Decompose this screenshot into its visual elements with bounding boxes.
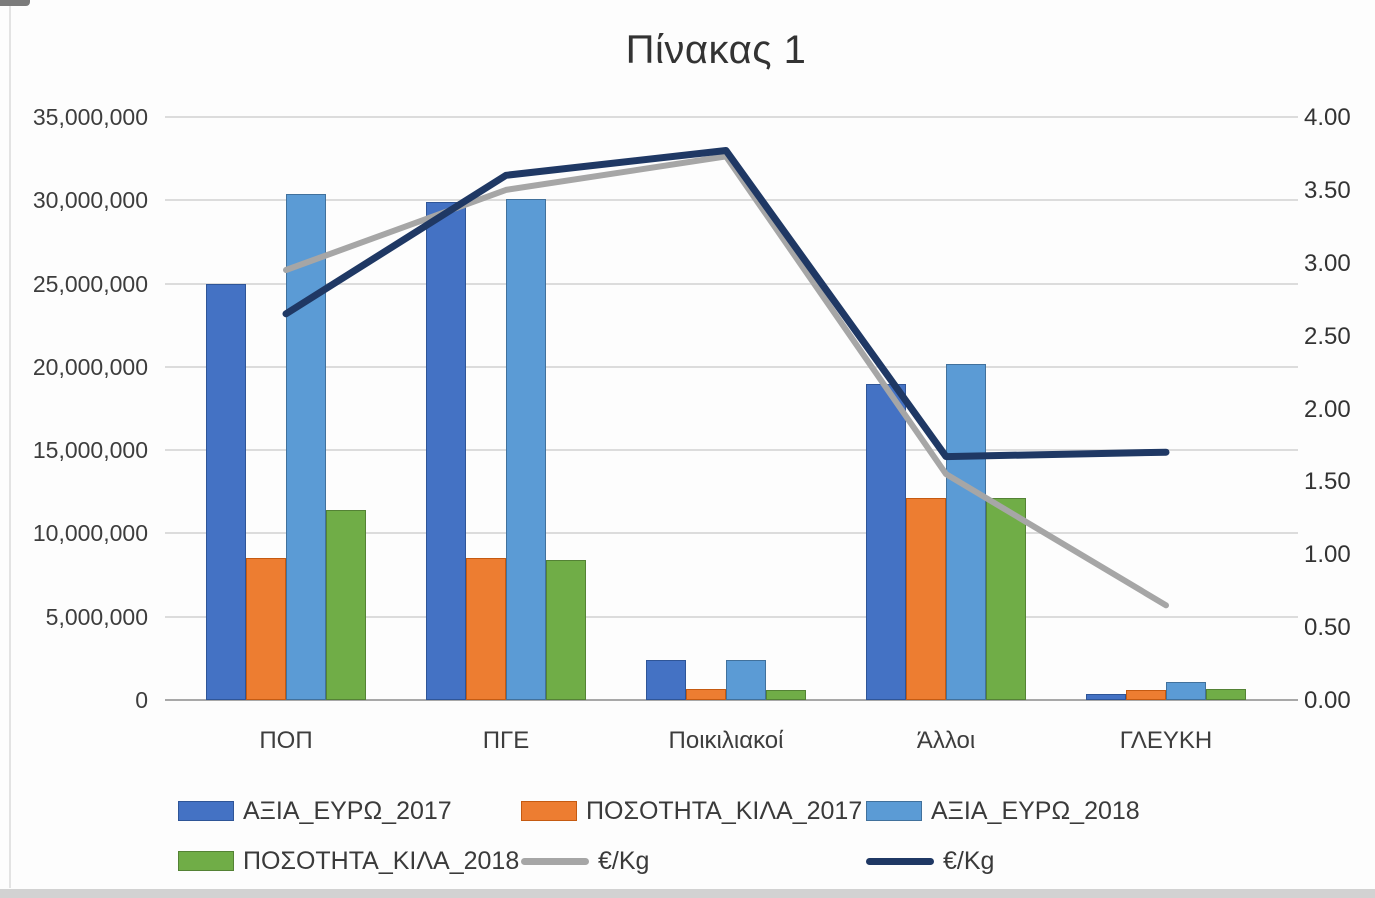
legend-label: ΑΞΙΑ_ΕΥΡΩ_2018 bbox=[931, 796, 1140, 825]
category-label: ΓΛΕΥΚΗ bbox=[1119, 727, 1213, 754]
bar-0-2 bbox=[646, 660, 686, 700]
legend-line-icon bbox=[866, 857, 934, 865]
left-axis-tick: 15,000,000 bbox=[32, 437, 148, 464]
legend-item: ΑΞΙΑ_ΕΥΡΩ_2017 bbox=[178, 796, 452, 825]
bar-0-3 bbox=[866, 383, 906, 700]
category-label: Ποικιλιακοί bbox=[668, 727, 784, 754]
legend-item: ΠΟΣΟΤΗΤΑ_ΚΙΛΑ_2018 bbox=[178, 846, 520, 875]
bar-3-0 bbox=[326, 510, 366, 700]
bar-0-4 bbox=[1086, 694, 1126, 700]
gridline bbox=[165, 615, 1298, 618]
left-axis-tick: 25,000,000 bbox=[32, 270, 148, 297]
category-label: ΠΓΕ bbox=[482, 727, 530, 754]
bar-1-0 bbox=[246, 558, 286, 700]
right-axis-tick: 2.50 bbox=[1304, 322, 1351, 350]
bar-3-3 bbox=[986, 498, 1026, 700]
bar-1-4 bbox=[1126, 690, 1166, 700]
left-axis-tick: 20,000,000 bbox=[32, 353, 148, 380]
bar-2-3 bbox=[946, 363, 986, 700]
legend-item: €/Kg bbox=[521, 846, 650, 875]
legend-swatch-icon bbox=[521, 801, 577, 821]
page-bottom-strip bbox=[0, 889, 1375, 898]
left-axis-tick: 35,000,000 bbox=[32, 104, 148, 130]
bar-3-1 bbox=[546, 560, 586, 700]
bar-0-1 bbox=[426, 201, 466, 700]
gridline bbox=[165, 199, 1298, 202]
legend-swatch-icon bbox=[866, 801, 922, 821]
legend-label: €/Kg bbox=[598, 846, 650, 875]
bar-2-2 bbox=[726, 660, 766, 700]
gridline bbox=[165, 532, 1298, 535]
gridline bbox=[165, 699, 1298, 701]
category-label: Άλλοι bbox=[916, 727, 976, 754]
legend-item: ΑΞΙΑ_ΕΥΡΩ_2018 bbox=[866, 796, 1140, 825]
left-axis-tick: 30,000,000 bbox=[32, 187, 148, 214]
legend-swatch-icon bbox=[178, 801, 234, 821]
left-axis-tick: 0 bbox=[135, 687, 148, 713]
right-axis-tick: 0.00 bbox=[1304, 687, 1351, 714]
right-axis-tick: 3.00 bbox=[1304, 249, 1351, 277]
gridline bbox=[165, 449, 1298, 452]
legend-label: ΑΞΙΑ_ΕΥΡΩ_2017 bbox=[243, 796, 452, 825]
right-axis-tick: 1.00 bbox=[1304, 541, 1351, 569]
line-eur-per-kg-gray bbox=[283, 153, 1169, 609]
gridline bbox=[165, 116, 1298, 118]
left-axis-tick: 10,000,000 bbox=[32, 520, 148, 547]
gridline bbox=[165, 282, 1298, 285]
legend-swatch-icon bbox=[178, 851, 234, 871]
bar-2-1 bbox=[506, 198, 546, 700]
right-axis-tick: 2.00 bbox=[1304, 395, 1351, 423]
bar-3-2 bbox=[766, 690, 806, 700]
bar-0-0 bbox=[206, 283, 246, 700]
line-eur-per-kg-navy bbox=[282, 147, 1170, 461]
bar-3-4 bbox=[1206, 689, 1246, 700]
bar-1-2 bbox=[686, 689, 726, 700]
right-axis-tick: 1.50 bbox=[1304, 468, 1351, 496]
bar-1-3 bbox=[906, 498, 946, 700]
page-left-border bbox=[9, 6, 11, 888]
bar-1-1 bbox=[466, 558, 506, 700]
bar-2-4 bbox=[1166, 681, 1206, 700]
legend-label: €/Kg bbox=[943, 846, 995, 875]
legend-item: €/Kg bbox=[866, 846, 995, 875]
legend-label: ΠΟΣΟΤΗΤΑ_ΚΙΛΑ_2018 bbox=[243, 846, 520, 875]
bar-2-0 bbox=[286, 193, 326, 700]
legend-label: ΠΟΣΟΤΗΤΑ_ΚΙΛΑ_2017 bbox=[586, 796, 863, 825]
gridline bbox=[165, 365, 1298, 368]
right-axis-tick: 3.50 bbox=[1304, 176, 1351, 204]
legend-item: ΠΟΣΟΤΗΤΑ_ΚΙΛΑ_2017 bbox=[521, 796, 863, 825]
legend-line-icon bbox=[521, 857, 589, 865]
left-axis-tick: 5,000,000 bbox=[45, 603, 148, 630]
category-label: ΠΟΠ bbox=[259, 727, 313, 754]
right-axis-tick: 4.00 bbox=[1304, 104, 1351, 131]
right-axis-tick: 0.50 bbox=[1304, 614, 1351, 642]
scan-artifact-smudge bbox=[0, 0, 30, 6]
chart-title: Πίνακας 1 bbox=[625, 28, 807, 72]
